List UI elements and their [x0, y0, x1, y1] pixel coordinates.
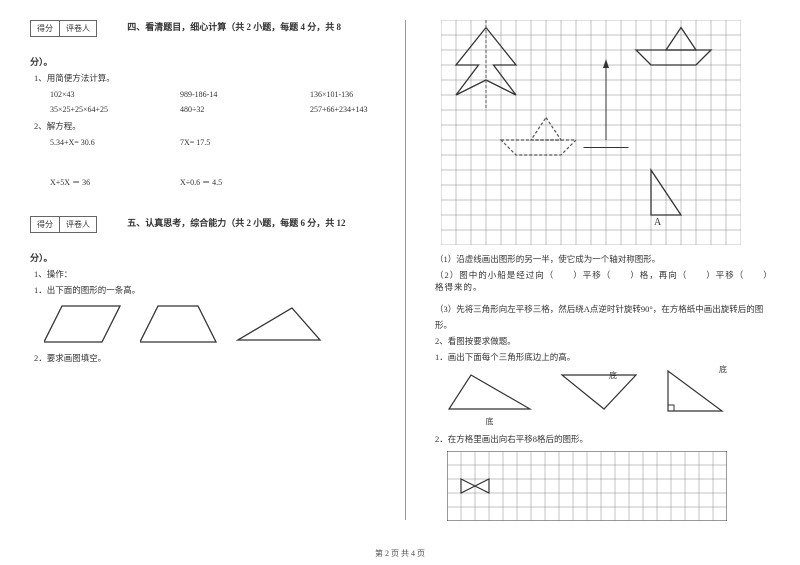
- expr: 480÷32: [180, 105, 260, 114]
- score-label: 得分: [31, 217, 60, 232]
- left-column: 得分 评卷人 四、看清题目，细心计算（共 2 小题，每题 4 分，共 8 分）。…: [30, 20, 406, 520]
- expr: 989-186-14: [180, 90, 260, 99]
- r-sub2a: 1．画出下面每个三角形底边上的高。: [435, 351, 770, 363]
- grader-label: 评卷人: [60, 217, 96, 232]
- eq-row-1: 5.34+X= 30.6 7X= 17.5: [50, 138, 390, 147]
- q2: （2）图中的小船是经过向（ ）平移（ ）格，再向（ ）平移（ ）格得来的。: [435, 269, 770, 293]
- triangle-shape: [236, 306, 322, 344]
- sec5-sub1a: 1．出下面的图形的一条高。: [34, 284, 390, 296]
- base-label-2: 底: [574, 370, 652, 381]
- q3a: （3）先将三角形向左平移三格，然后绕A点逆时针旋转90°，在方格纸中画出旋转后的…: [435, 303, 770, 315]
- svg-text:A: A: [654, 217, 662, 228]
- calc-row-2: 35×25+25×64+25 480÷32 257+66+234+143: [50, 105, 390, 114]
- expr: 102×43: [50, 90, 130, 99]
- section4-tail: 分）。: [30, 57, 53, 67]
- score-box-2: 得分 评卷人: [30, 216, 97, 233]
- sec5-sub1b: 2．要求画图填空。: [34, 352, 390, 364]
- shapes-row: [44, 304, 390, 344]
- triangle-row: 底 底 底: [447, 369, 770, 427]
- score-box: 得分 评卷人: [30, 20, 97, 37]
- page-footer: 第 2 页 共 4 页: [0, 548, 800, 559]
- small-grid: [447, 451, 727, 521]
- sec4-sub2: 2、解方程。: [34, 120, 390, 132]
- small-grid-wrap: [447, 451, 770, 523]
- expr: 35×25+25×64+25: [50, 105, 130, 114]
- section4-title: 四、看清题目，细心计算（共 2 小题，每题 4 分，共 8: [127, 22, 341, 32]
- q3b: 形。: [435, 319, 770, 331]
- section5-title: 五、认真思考，综合能力（共 2 小题，每题 6 分，共 12: [127, 218, 345, 228]
- tri3: [666, 369, 724, 413]
- parallelogram-shape: [44, 304, 122, 344]
- tri1: [447, 373, 532, 413]
- expr: 5.34+X= 30.6: [50, 138, 130, 147]
- r-sub2: 2、看图按要求做题。: [435, 335, 770, 347]
- expr: 257+66+234+143: [310, 105, 390, 114]
- section5-tail: 分）。: [30, 253, 53, 263]
- calc-row-1: 102×43 989-186-14 136×101-136: [50, 90, 390, 99]
- r-sub2b: 2．在方格里画出向右平移8格后的图形。: [435, 433, 770, 445]
- score-label: 得分: [31, 21, 60, 36]
- main-grid-wrap: A: [441, 20, 770, 247]
- eq-row-2: X+5X ＝ 36 X÷0.6 ＝ 4.5: [50, 177, 390, 188]
- expr: X+5X ＝ 36: [50, 177, 130, 188]
- sec4-sub1: 1、用简便方法计算。: [34, 72, 390, 84]
- expr: 7X= 17.5: [180, 138, 260, 147]
- trapezoid-shape: [140, 304, 218, 344]
- right-column: A （1）沿虚线画出图形的另一半，使它成为一个轴对称图形。 （2）图中的小船是经…: [426, 20, 770, 520]
- main-grid: A: [441, 20, 741, 245]
- base-label-3: 底: [694, 364, 752, 375]
- expr: X÷0.6 ＝ 4.5: [180, 177, 260, 188]
- expr: 136×101-136: [310, 90, 390, 99]
- grader-label: 评卷人: [60, 21, 96, 36]
- q1: （1）沿虚线画出图形的另一半，使它成为一个轴对称图形。: [435, 253, 770, 265]
- base-label: 底: [447, 416, 532, 427]
- sec5-sub1: 1、操作：: [34, 268, 390, 280]
